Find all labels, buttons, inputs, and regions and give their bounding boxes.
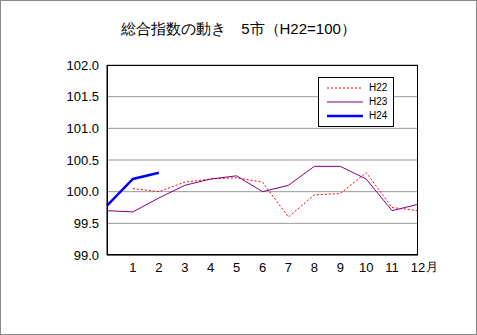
- svg-text:2: 2: [155, 260, 162, 275]
- svg-text:5: 5: [233, 260, 240, 275]
- html-text:H22: H22: [369, 82, 388, 93]
- svg-text:11: 11: [385, 260, 399, 275]
- html-text:月: 月: [426, 260, 438, 274]
- svg-text:4: 4: [207, 260, 214, 275]
- svg-text:99.0: 99.0: [74, 248, 99, 263]
- svg-text:12: 12: [411, 260, 425, 275]
- html-text:総合指数の動き 5市（H22=100）: 総合指数の動き 5市（H22=100）: [121, 20, 356, 37]
- svg-text:100.0: 100.0: [66, 184, 99, 199]
- svg-text:101.5: 101.5: [66, 89, 99, 104]
- svg-text:101.0: 101.0: [66, 121, 99, 136]
- svg-text:3: 3: [181, 260, 188, 275]
- html-text:H24: H24: [369, 110, 388, 121]
- svg-text:10: 10: [359, 260, 373, 275]
- svg-text:9: 9: [337, 260, 344, 275]
- svg-text:6: 6: [259, 260, 266, 275]
- svg-text:102.0: 102.0: [66, 58, 99, 73]
- svg-text:7: 7: [285, 260, 292, 275]
- svg-text:1: 1: [129, 260, 136, 275]
- svg-text:100.5: 100.5: [66, 153, 99, 168]
- svg-text:99.5: 99.5: [74, 216, 99, 231]
- html-text:H23: H23: [369, 96, 388, 107]
- svg-text:8: 8: [311, 260, 318, 275]
